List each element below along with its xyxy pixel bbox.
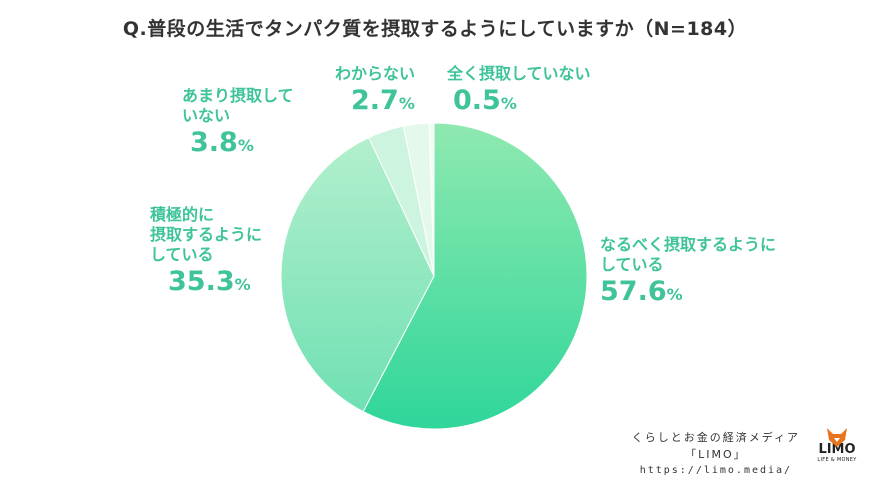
slice-value-1: 35.3	[168, 266, 235, 297]
slice-label-1: 積極的に 摂取するように している 35.3%	[150, 205, 262, 299]
footer-media: くらしとお金の経済メディア	[631, 431, 800, 444]
footer-brand: 「LIMO」	[685, 447, 747, 461]
slice-value-0: 57.6	[600, 276, 667, 307]
slice-label-3: わからない 2.7%	[335, 64, 415, 118]
slice-label-2-line1: あまり摂取して	[182, 86, 294, 105]
slice-label-2-line2: いない	[182, 106, 231, 125]
slice-label-4-line1: 全く摂取していない	[447, 64, 591, 83]
slice-label-0-line1: なるべく摂取するように	[600, 235, 777, 254]
logo-sub: LIFE & MONEY	[817, 457, 857, 463]
slice-label-1-line2: 摂取するように	[150, 225, 263, 244]
footer-url: https://limo.media/	[639, 465, 793, 476]
chart-title: Q.普段の生活でタンパク質を摂取するようにしていますか（N=184）	[122, 18, 748, 40]
slice-label-3-line1: わからない	[335, 64, 416, 83]
percent-sign: %	[234, 275, 251, 294]
fox-icon	[827, 428, 847, 447]
percent-sign: %	[237, 136, 254, 155]
pie-slice-0	[362, 122, 588, 430]
slice-label-2: あまり摂取して いない 3.8%	[182, 86, 294, 160]
slice-label-1-line1: 積極的に	[150, 205, 215, 224]
slice-label-1-line3: している	[150, 245, 214, 264]
slice-value-4: 0.5	[453, 85, 501, 116]
slice-label-0-line2: している	[600, 255, 664, 274]
logo-word: LIMO	[818, 442, 856, 457]
percent-sign: %	[398, 94, 415, 113]
slice-value-3: 2.7	[351, 85, 399, 116]
percent-sign: %	[500, 94, 517, 113]
slice-label-0: なるべく摂取するように している 57.6%	[600, 235, 776, 309]
limo-logo: LIMO LIFE & MONEY	[815, 426, 859, 463]
slice-value-2: 3.8	[190, 127, 238, 158]
footer-credit: くらしとお金の経済メディア 「LIMO」 https://limo.media/	[632, 430, 800, 478]
slice-label-4: 全く摂取していない 0.5%	[447, 64, 591, 118]
percent-sign: %	[666, 285, 683, 304]
pie-slice-4	[428, 122, 435, 277]
pie-slice-1	[280, 136, 435, 413]
